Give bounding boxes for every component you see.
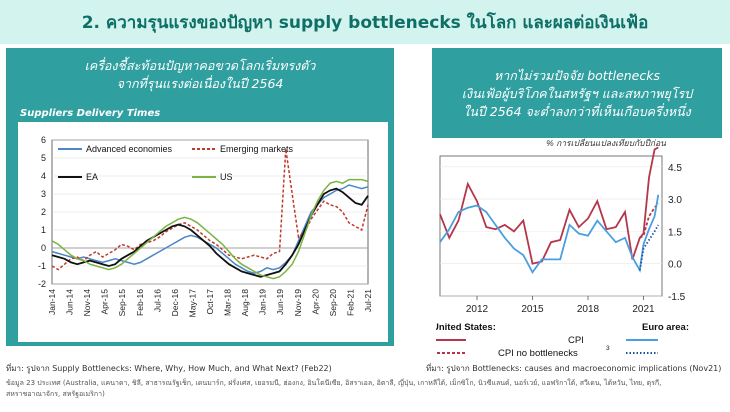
series-line-united-states-cpi — [439, 146, 659, 265]
right-heading-line2: เงินเฟ้อผู้บริโภคในสหรัฐฯ และสหภาพยุโรป — [461, 86, 693, 101]
y-tick-label: 4 — [41, 171, 46, 181]
legend-label-cpi: CPI — [568, 335, 584, 346]
y-axis-unit: % การเปลี่ยนแปลงเทียบกับปีก่อน — [546, 138, 666, 148]
left-note-line1: ข้อมูล 23 ประเทศ (Australia, แคนาดา, ชิล… — [6, 379, 662, 387]
left-note-line2: สหราชอาณาจักร, สหรัฐอเมริกา) — [6, 390, 105, 398]
x-tick-label: Jul-16 — [152, 289, 162, 312]
y-tick-label: 5 — [41, 153, 46, 163]
x-tick-label: 2018 — [577, 304, 600, 315]
legend-label-cpi-nb: CPI no bottlenecks — [498, 348, 578, 358]
x-tick-label: Nov-14 — [82, 289, 92, 317]
y-tick-label: -1.5 — [668, 292, 686, 303]
left-chart-title: Suppliers Delivery Times — [20, 108, 161, 119]
series-line-euro-area-cpi — [439, 194, 660, 274]
y-tick-label: 4.5 — [668, 163, 682, 174]
y-tick-label: 3 — [41, 189, 46, 199]
x-tick-label: Apr-20 — [310, 289, 320, 315]
x-tick-label: Jan-14 — [47, 289, 57, 315]
left-heading-line1: เครื่องชี้สะท้อนปัญหาคอขวดโลกเริ่มทรงตัว — [84, 58, 316, 73]
x-tick-label: Sep-20 — [328, 289, 338, 317]
y-tick-label: -2 — [38, 279, 46, 289]
x-tick-label: Jan-19 — [258, 289, 268, 315]
series-line-ea — [51, 187, 369, 278]
right-source: ที่มา: รูปจาก Bottlenecks: causes and ma… — [426, 364, 722, 373]
y-tick-label: 2 — [41, 207, 46, 217]
y-tick-label: 6 — [41, 135, 46, 145]
x-tick-label: Jun-19 — [275, 289, 285, 315]
x-tick-label: Sep-15 — [117, 289, 127, 317]
y-tick-label: 0.0 — [668, 260, 682, 271]
x-tick-label: 2015 — [521, 304, 544, 315]
y-tick-label: 0 — [41, 243, 46, 253]
page-title: 2. ความรุนแรงของปัญหา supply bottlenecks… — [81, 12, 649, 33]
left-source: ที่มา: รูปจาก Supply Bottlenecks: Where,… — [6, 364, 332, 373]
x-tick-label: Oct-17 — [205, 289, 215, 315]
y-tick-label: 1 — [41, 225, 46, 235]
left-heading-line2: จากที่รุนแรงต่อเนื่องในปี 2564 — [116, 76, 284, 91]
series-line-us — [51, 178, 369, 280]
right-chart-svg: % การเปลี่ยนแปลงเทียบกับปีก่อน -1.5 0.0 1.5… — [432, 137, 689, 359]
x-tick-label: Nov-19 — [293, 289, 303, 317]
right-chart-area: % การเปลี่ยนแปลงเทียบกับปีก่อน -1.5 0.0 1.5… — [432, 137, 726, 359]
x-tick-label: Jun-14 — [65, 289, 75, 315]
y-tick-label: 1.5 — [668, 227, 682, 238]
series-line-emerging-markets — [51, 148, 369, 271]
right-heading-panel — [432, 48, 722, 138]
x-tick-label: May-17 — [187, 289, 197, 318]
x-tick-label: Dec-16 — [170, 289, 180, 317]
x-tick-label: Aug-18 — [240, 289, 250, 317]
series-line-euro-area-cpi-no-bottlenecks — [638, 224, 660, 271]
x-tick-label: Feb-21 — [345, 289, 355, 316]
right-heading-line3: ในปี 2564 จะต่ำลงกว่าที่เห็นเกือบครึ่งหน… — [463, 104, 691, 119]
x-tick-label: Mar-18 — [223, 289, 233, 316]
legend-label: Advanced economies — [86, 144, 173, 154]
x-tick-label: 2012 — [466, 304, 489, 315]
x-tick-label: Feb-16 — [135, 289, 145, 316]
legend-label: EA — [86, 172, 98, 182]
x-tick-label: Jul-21 — [363, 289, 373, 312]
left-chart-area: -2 -1 0 1 2 3 4 5 6 Jan-14 Jun-14 Nov-14 Apr-15 Sep-1… — [18, 122, 388, 342]
left-chart-svg: -2 -1 0 1 2 3 4 5 6 Jan-14 Jun-14 Nov-14 Apr-15 Sep-1… — [38, 135, 373, 318]
header-bar: 2. ความรุนแรงของปัญหา supply bottlenecks… — [0, 0, 730, 44]
legend-group-us: United States: — [436, 322, 496, 333]
x-tick-label: 2021 — [632, 304, 655, 315]
legend-label: US — [220, 172, 233, 182]
y-tick-label: 3.0 — [668, 195, 682, 206]
legend-label: Emerging markets — [220, 144, 294, 154]
y-tick-label: -1 — [38, 261, 46, 271]
legend-superscript: 3 — [606, 345, 610, 352]
legend-group-euro: Euro area: — [642, 322, 689, 333]
plot-frame — [439, 155, 663, 297]
x-tick-label: Apr-15 — [100, 289, 110, 315]
right-heading-line1: หากไม่รวมปัจจัย bottlenecks — [494, 68, 660, 83]
